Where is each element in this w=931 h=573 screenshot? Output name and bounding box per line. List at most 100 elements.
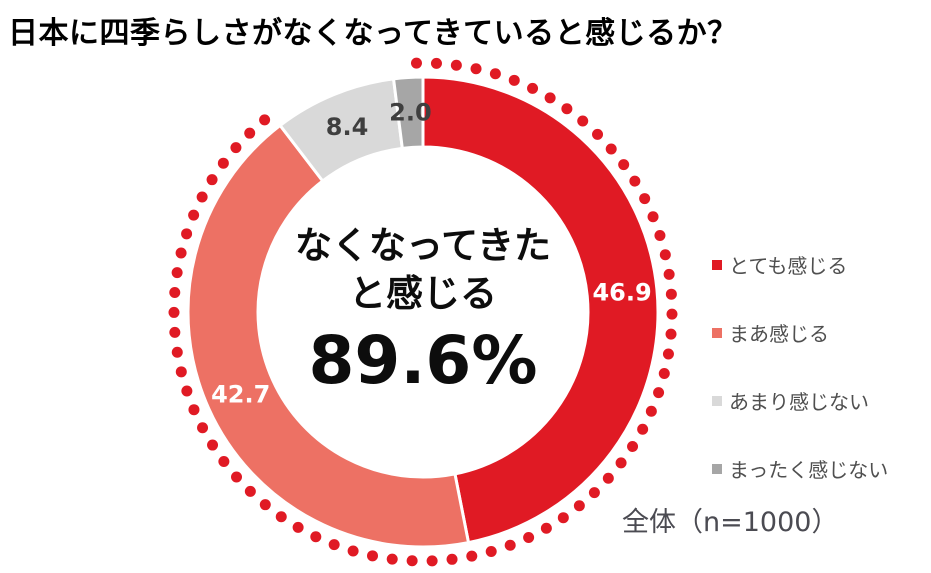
highlight-dot <box>347 545 359 557</box>
highlight-dot <box>508 74 520 86</box>
sample-size-label: 全体（n=1000） <box>622 507 839 538</box>
legend: とても感じる まあ感じる あまり感じない まったく感じない <box>712 250 888 483</box>
highlight-dot <box>540 522 552 534</box>
legend-swatch-gray <box>712 463 722 474</box>
highlight-dot <box>577 115 589 127</box>
center-text-line1: なくなってきた <box>294 223 552 267</box>
highlight-dot <box>527 82 539 94</box>
highlight-dot <box>639 193 651 205</box>
highlight-dot <box>188 209 200 221</box>
highlight-dot <box>544 92 556 104</box>
highlight-dot <box>259 114 271 126</box>
highlight-dot <box>629 175 641 187</box>
highlight-dot <box>206 174 218 186</box>
highlight-dot <box>557 512 569 524</box>
highlight-dot <box>561 103 573 115</box>
page-title: 日本に四季らしさがなくなってきていると感じるか？ <box>8 16 738 51</box>
segment-value-labels: 46.9 42.7 8.4 2.0 <box>211 98 652 408</box>
legend-label: とても感じる <box>729 254 848 278</box>
highlight-dot <box>466 550 478 562</box>
highlight-dot <box>169 326 181 338</box>
highlight-dot <box>244 485 256 497</box>
highlight-dot <box>663 268 675 280</box>
highlight-dot <box>653 387 665 399</box>
highlight-dot <box>231 471 243 483</box>
highlight-dot <box>175 247 187 259</box>
highlight-dot <box>367 550 379 562</box>
highlight-dot <box>450 59 462 71</box>
segment-value-label: 42.7 <box>211 380 270 408</box>
highlight-dot <box>328 539 340 551</box>
highlight-dot <box>275 511 287 523</box>
legend-item-maa-kanjiru: まあ感じる <box>712 318 888 347</box>
highlight-dot <box>485 545 497 557</box>
highlight-dot <box>430 57 442 69</box>
highlight-dot <box>523 531 535 543</box>
highlight-dot <box>406 555 418 567</box>
legend-item-amari-kanjinai: あまり感じない <box>712 386 888 415</box>
highlight-dot <box>627 441 639 453</box>
highlight-dot <box>605 143 617 155</box>
highlight-dot <box>662 348 674 360</box>
highlight-dot <box>588 487 600 499</box>
highlight-dot <box>665 288 677 300</box>
highlight-dot <box>169 286 181 298</box>
legend-swatch-lightgray <box>712 395 722 406</box>
highlight-dot <box>207 439 219 451</box>
highlight-dot <box>618 159 630 171</box>
legend-swatch-red <box>712 259 722 270</box>
highlight-dot <box>171 267 183 279</box>
highlight-dot <box>218 456 230 468</box>
highlight-dot <box>217 157 229 169</box>
highlight-dot <box>645 405 657 417</box>
highlight-dot <box>168 306 180 318</box>
highlight-dot <box>658 368 670 380</box>
legend-item-mattaku-kanjinai: まったく感じない <box>712 454 888 483</box>
highlight-dot <box>175 366 187 378</box>
donut-segments <box>186 75 660 549</box>
highlight-dot <box>244 127 256 139</box>
highlight-dot <box>470 63 482 75</box>
highlight-dot <box>196 191 208 203</box>
highlight-dotted-ring <box>168 57 678 567</box>
highlight-dot <box>292 521 304 533</box>
center-percent-value: 89.6% <box>308 322 538 400</box>
highlight-dot <box>426 555 438 567</box>
highlight-dot <box>602 472 614 484</box>
highlight-dot <box>573 500 585 512</box>
highlight-dot <box>446 553 458 565</box>
donut-segment-1 <box>421 75 660 545</box>
segment-value-label: 8.4 <box>326 113 369 141</box>
highlight-dot <box>188 404 200 416</box>
center-text-line2: と感じる <box>349 272 497 315</box>
segment-value-label: 2.0 <box>389 98 432 126</box>
segment-value-label: 46.9 <box>592 279 651 307</box>
highlight-dot <box>230 142 242 154</box>
highlight-dot <box>181 385 193 397</box>
donut-segment-2 <box>186 123 470 549</box>
highlight-dot <box>666 308 678 320</box>
highlight-dot <box>259 499 271 511</box>
highlight-dot <box>171 346 183 358</box>
highlight-dot <box>410 57 422 69</box>
legend-label: あまり感じない <box>729 390 869 414</box>
legend-label: まったく感じない <box>729 458 889 482</box>
highlight-dot <box>637 423 649 435</box>
highlight-dot <box>654 229 666 241</box>
highlight-dot <box>386 553 398 565</box>
highlight-dot <box>659 249 671 261</box>
highlight-dot <box>647 211 659 223</box>
highlight-dot <box>592 128 604 140</box>
legend-swatch-salmon <box>712 327 722 338</box>
legend-label: まあ感じる <box>729 322 829 346</box>
highlight-dot <box>197 422 209 434</box>
legend-item-totemo-kanjiru: とても感じる <box>712 250 888 279</box>
highlight-dot <box>310 531 322 543</box>
highlight-dot <box>181 228 193 240</box>
donut-center-label: なくなってきた と感じる 89.6% <box>263 222 583 394</box>
donut-segment-4 <box>392 75 425 150</box>
highlight-dot <box>665 328 677 340</box>
highlight-dot <box>615 457 627 469</box>
highlight-dot <box>504 539 516 551</box>
